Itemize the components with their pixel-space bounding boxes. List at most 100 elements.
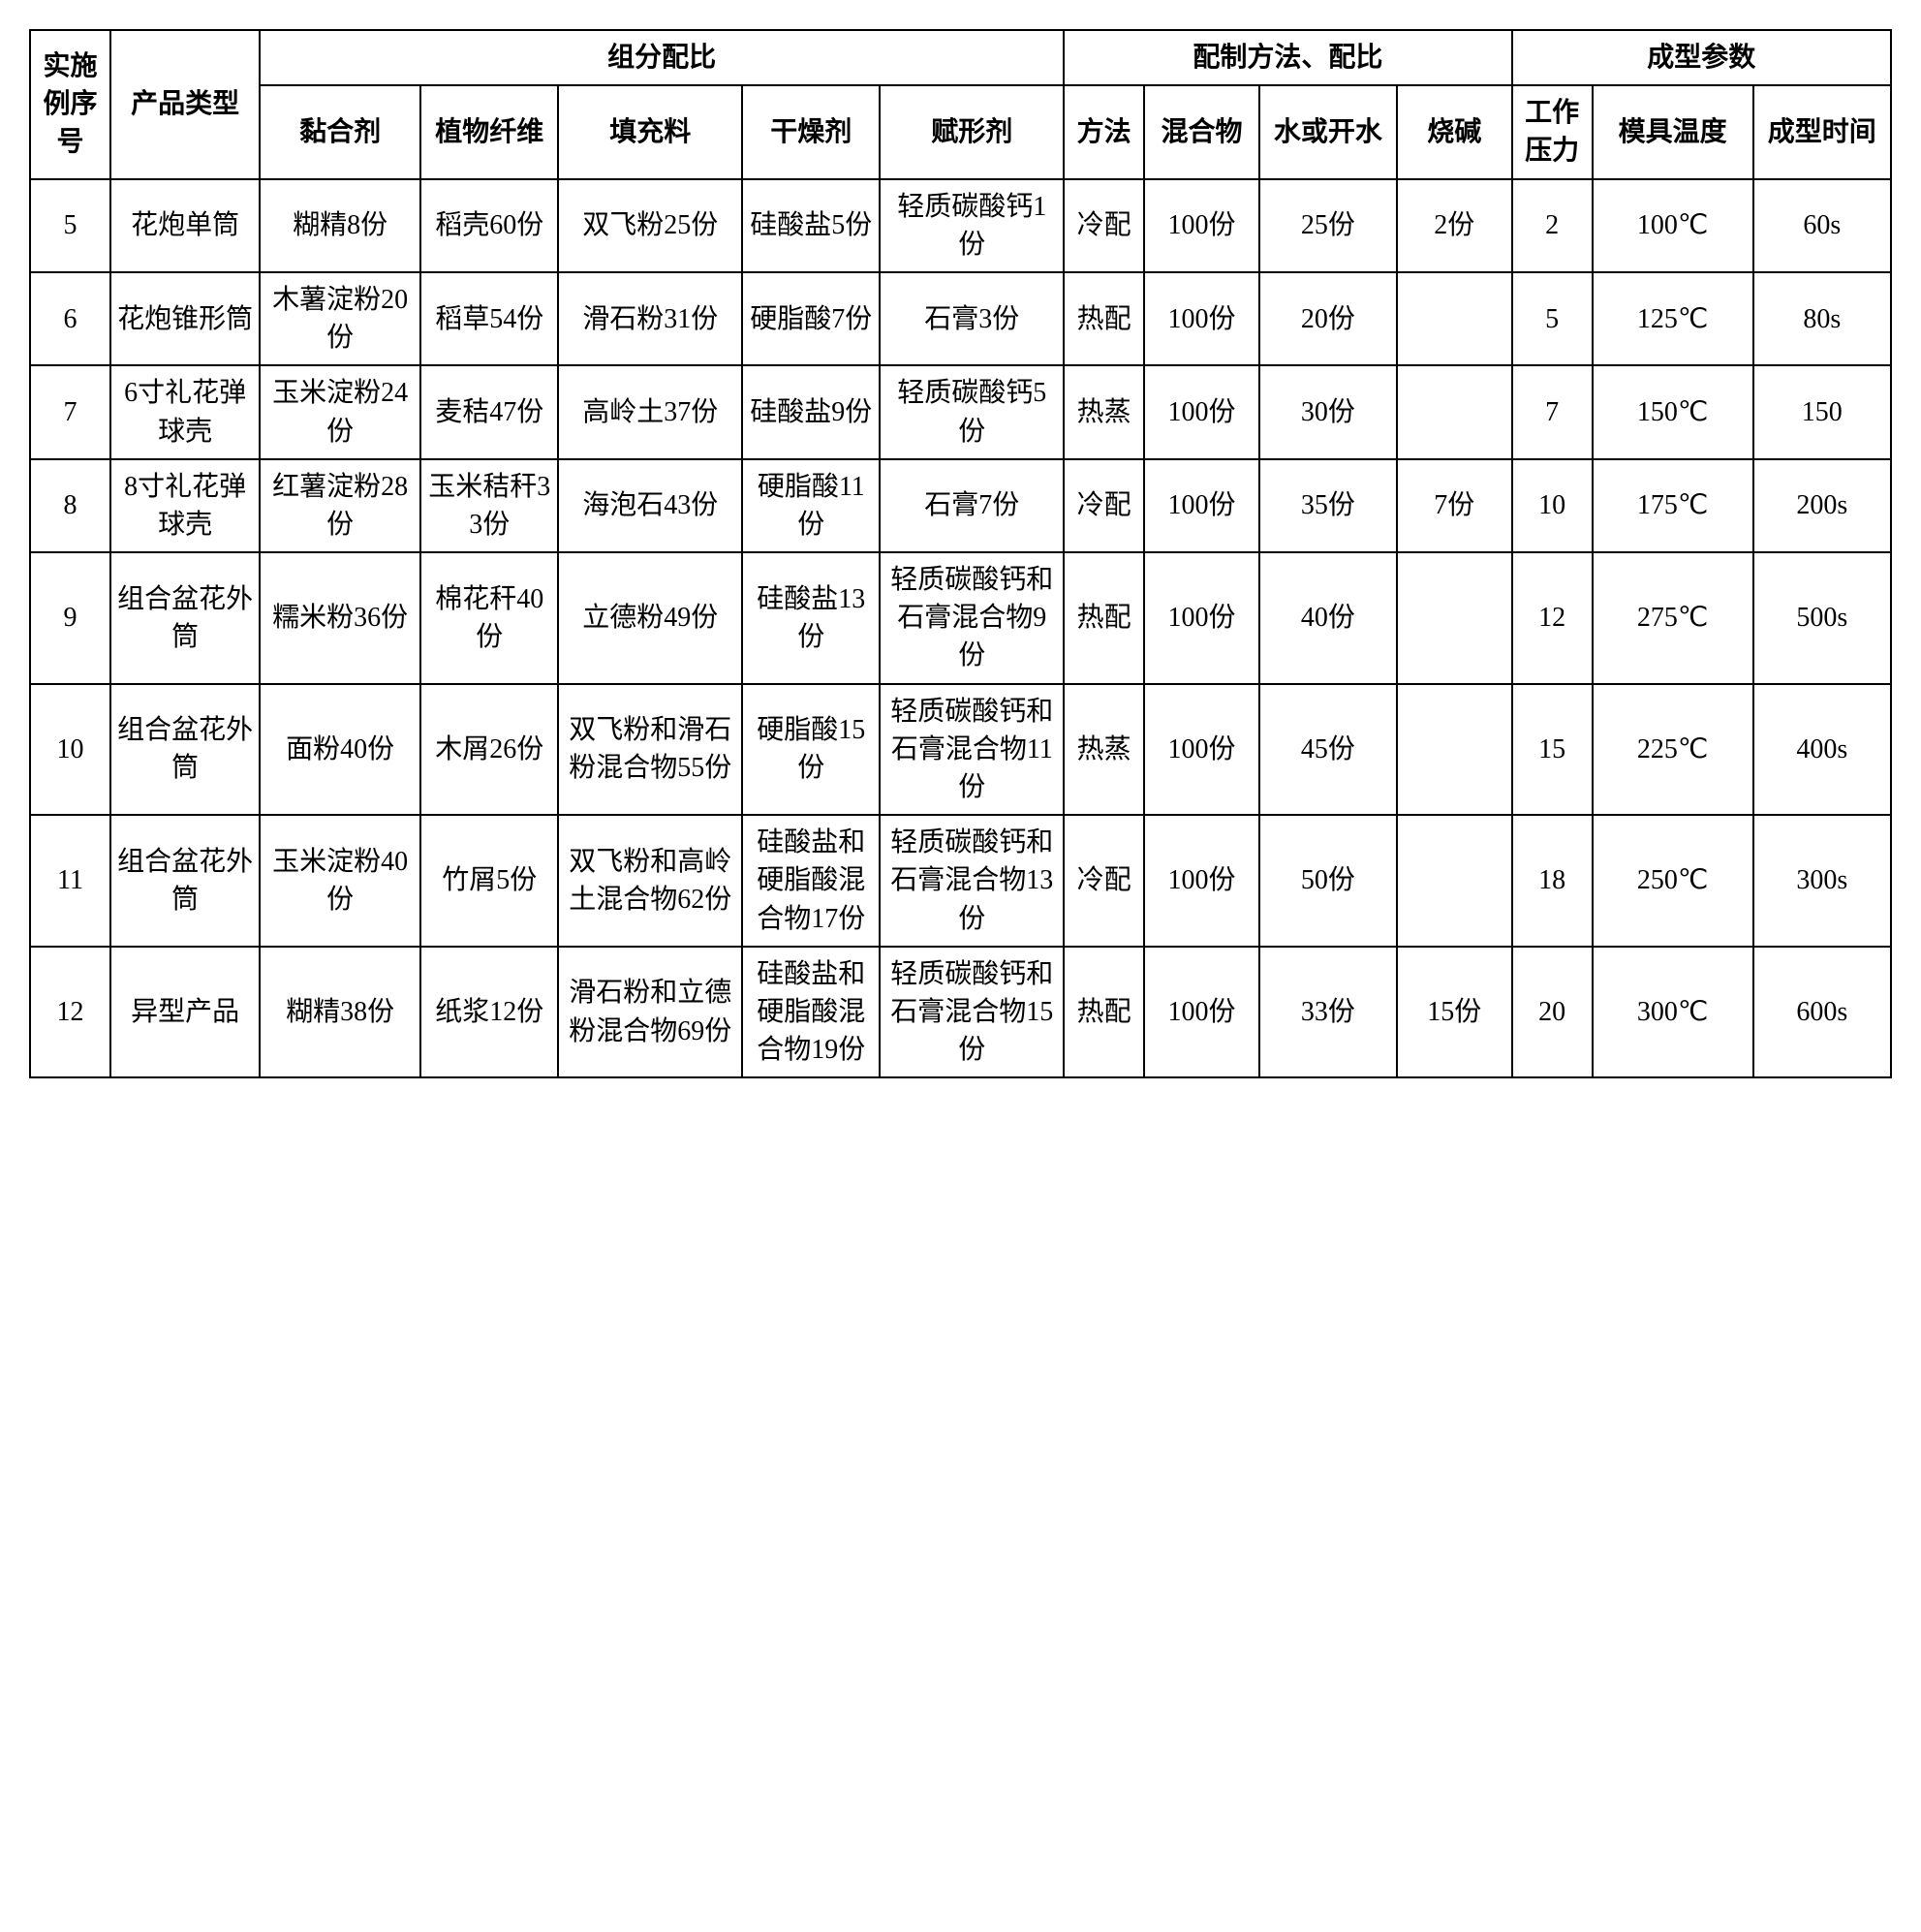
table-row: 5花炮单筒糊精8份稻壳60份双飞粉25份硅酸盐5份轻质碳酸钙1份冷配100份25… <box>30 179 1891 272</box>
cell-m3: 33份 <box>1259 947 1397 1078</box>
cell-p2: 300℃ <box>1593 947 1753 1078</box>
cell-m2: 100份 <box>1144 179 1259 272</box>
table-row: 76寸礼花弹球壳玉米淀粉24份麦秸47份高岭土37份硅酸盐9份轻质碳酸钙5份热蒸… <box>30 365 1891 458</box>
cell-p3: 80s <box>1753 272 1891 365</box>
cell-c1: 糊精38份 <box>260 947 420 1078</box>
cell-m4: 7份 <box>1397 459 1512 552</box>
cell-c2: 纸浆12份 <box>420 947 558 1078</box>
cell-c3: 立德粉49份 <box>558 552 742 684</box>
cell-seq: 9 <box>30 552 110 684</box>
header-m4: 烧碱 <box>1397 85 1512 178</box>
cell-c4: 硬脂酸15份 <box>742 684 880 816</box>
cell-c2: 稻草54份 <box>420 272 558 365</box>
table-row: 10组合盆花外筒面粉40份木屑26份双飞粉和滑石粉混合物55份硬脂酸15份轻质碳… <box>30 684 1891 816</box>
cell-seq: 11 <box>30 815 110 947</box>
cell-p3: 400s <box>1753 684 1891 816</box>
cell-type: 6寸礼花弹球壳 <box>110 365 260 458</box>
cell-p3: 60s <box>1753 179 1891 272</box>
cell-m2: 100份 <box>1144 459 1259 552</box>
cell-p1: 5 <box>1512 272 1593 365</box>
cell-seq: 5 <box>30 179 110 272</box>
cell-seq: 12 <box>30 947 110 1078</box>
cell-c3: 双飞粉和滑石粉混合物55份 <box>558 684 742 816</box>
cell-m2: 100份 <box>1144 684 1259 816</box>
formulation-table: 实施例序号 产品类型 组分配比 配制方法、配比 成型参数 黏合剂 植物纤维 填充… <box>29 29 1892 1078</box>
header-seq: 实施例序号 <box>30 30 110 179</box>
cell-m2: 100份 <box>1144 815 1259 947</box>
cell-p3: 200s <box>1753 459 1891 552</box>
cell-m1: 冷配 <box>1064 179 1144 272</box>
table-row: 6花炮锥形筒木薯淀粉20份稻草54份滑石粉31份硬脂酸7份石膏3份热配100份2… <box>30 272 1891 365</box>
header-type: 产品类型 <box>110 30 260 179</box>
cell-c5: 轻质碳酸钙1份 <box>880 179 1064 272</box>
cell-m1: 热蒸 <box>1064 365 1144 458</box>
header-m2: 混合物 <box>1144 85 1259 178</box>
cell-p3: 300s <box>1753 815 1891 947</box>
cell-c1: 面粉40份 <box>260 684 420 816</box>
cell-p1: 10 <box>1512 459 1593 552</box>
cell-c4: 硅酸盐9份 <box>742 365 880 458</box>
cell-m4 <box>1397 684 1512 816</box>
table-row: 9组合盆花外筒糯米粉36份棉花秆40份立德粉49份硅酸盐13份轻质碳酸钙和石膏混… <box>30 552 1891 684</box>
cell-type: 异型产品 <box>110 947 260 1078</box>
cell-c2: 稻壳60份 <box>420 179 558 272</box>
table-row: 11组合盆花外筒玉米淀粉40份竹屑5份双飞粉和高岭土混合物62份硅酸盐和硬脂酸混… <box>30 815 1891 947</box>
cell-p1: 12 <box>1512 552 1593 684</box>
cell-m2: 100份 <box>1144 947 1259 1078</box>
cell-seq: 6 <box>30 272 110 365</box>
header-p2: 模具温度 <box>1593 85 1753 178</box>
cell-c2: 木屑26份 <box>420 684 558 816</box>
header-m1: 方法 <box>1064 85 1144 178</box>
cell-m4 <box>1397 365 1512 458</box>
cell-p3: 150 <box>1753 365 1891 458</box>
cell-c5: 石膏3份 <box>880 272 1064 365</box>
cell-p2: 250℃ <box>1593 815 1753 947</box>
cell-m3: 30份 <box>1259 365 1397 458</box>
cell-c3: 高岭土37份 <box>558 365 742 458</box>
cell-c1: 玉米淀粉24份 <box>260 365 420 458</box>
cell-c4: 硬脂酸11份 <box>742 459 880 552</box>
cell-type: 花炮单筒 <box>110 179 260 272</box>
header-c5: 赋形剂 <box>880 85 1064 178</box>
cell-c4: 硅酸盐和硬脂酸混合物19份 <box>742 947 880 1078</box>
cell-m3: 40份 <box>1259 552 1397 684</box>
table-header: 实施例序号 产品类型 组分配比 配制方法、配比 成型参数 黏合剂 植物纤维 填充… <box>30 30 1891 179</box>
cell-c3: 双飞粉25份 <box>558 179 742 272</box>
cell-m2: 100份 <box>1144 552 1259 684</box>
header-group3: 成型参数 <box>1512 30 1891 85</box>
cell-m1: 冷配 <box>1064 815 1144 947</box>
header-group2: 配制方法、配比 <box>1064 30 1511 85</box>
cell-p1: 18 <box>1512 815 1593 947</box>
table-body: 5花炮单筒糊精8份稻壳60份双飞粉25份硅酸盐5份轻质碳酸钙1份冷配100份25… <box>30 179 1891 1078</box>
cell-c3: 双飞粉和高岭土混合物62份 <box>558 815 742 947</box>
cell-m1: 热蒸 <box>1064 684 1144 816</box>
header-c2: 植物纤维 <box>420 85 558 178</box>
cell-m3: 45份 <box>1259 684 1397 816</box>
cell-c1: 红薯淀粉28份 <box>260 459 420 552</box>
cell-m1: 热配 <box>1064 272 1144 365</box>
cell-c5: 轻质碳酸钙和石膏混合物15份 <box>880 947 1064 1078</box>
cell-c1: 糊精8份 <box>260 179 420 272</box>
cell-p3: 600s <box>1753 947 1891 1078</box>
header-c3: 填充料 <box>558 85 742 178</box>
cell-c1: 糯米粉36份 <box>260 552 420 684</box>
cell-m4 <box>1397 552 1512 684</box>
cell-c4: 硅酸盐13份 <box>742 552 880 684</box>
cell-c4: 硅酸盐5份 <box>742 179 880 272</box>
cell-seq: 8 <box>30 459 110 552</box>
cell-c4: 硅酸盐和硬脂酸混合物17份 <box>742 815 880 947</box>
cell-m4: 2份 <box>1397 179 1512 272</box>
cell-seq: 10 <box>30 684 110 816</box>
cell-c2: 棉花秆40份 <box>420 552 558 684</box>
cell-c2: 麦秸47份 <box>420 365 558 458</box>
cell-m4: 15份 <box>1397 947 1512 1078</box>
cell-p2: 175℃ <box>1593 459 1753 552</box>
cell-m3: 50份 <box>1259 815 1397 947</box>
cell-m4 <box>1397 272 1512 365</box>
cell-c3: 滑石粉和立德粉混合物69份 <box>558 947 742 1078</box>
cell-c5: 轻质碳酸钙和石膏混合物9份 <box>880 552 1064 684</box>
cell-c2: 玉米秸秆33份 <box>420 459 558 552</box>
header-p3: 成型时间 <box>1753 85 1891 178</box>
cell-c2: 竹屑5份 <box>420 815 558 947</box>
cell-c4: 硬脂酸7份 <box>742 272 880 365</box>
